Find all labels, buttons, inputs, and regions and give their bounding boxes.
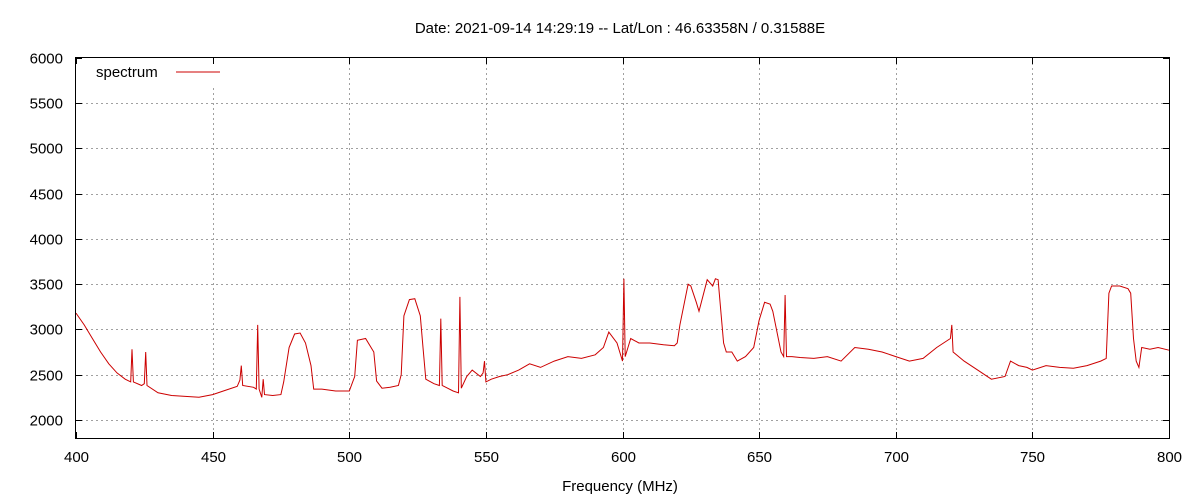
legend-label-spectrum: spectrum xyxy=(96,64,158,81)
grid-lines xyxy=(76,58,1169,438)
x-tick-label: 450 xyxy=(201,449,226,466)
x-tick-label: 750 xyxy=(1020,449,1045,466)
y-tick-label: 4000 xyxy=(30,232,63,249)
x-tick-label: 550 xyxy=(474,449,499,466)
y-tick-label: 4500 xyxy=(30,187,63,204)
x-tick-label: 500 xyxy=(337,449,362,466)
chart-title: Date: 2021-09-14 14:29:19 -- Lat/Lon : 4… xyxy=(415,20,825,37)
y-axis: 2000 2500 3000 3500 4000 4500 5000 5500 6000 xyxy=(30,51,1169,430)
y-tick-label: 3000 xyxy=(30,322,63,339)
series-line-spectrum xyxy=(75,278,1170,398)
x-tick-label: 650 xyxy=(747,449,772,466)
x-tick-label: 400 xyxy=(64,449,89,466)
legend-background xyxy=(77,59,237,87)
x-axis: 400 450 500 550 600 650 700 750 800 xyxy=(64,58,1182,466)
y-tick-label: 2500 xyxy=(30,368,63,385)
legend: spectrum xyxy=(96,64,220,81)
y-tick-label: 6000 xyxy=(30,51,63,68)
y-tick-label: 5500 xyxy=(30,96,63,113)
x-tick-label: 700 xyxy=(884,449,909,466)
y-tick-label: 2000 xyxy=(30,413,63,430)
y-tick-label: 5000 xyxy=(30,141,63,158)
y-tick-label: 3500 xyxy=(30,277,63,294)
x-tick-label: 600 xyxy=(611,449,636,466)
x-axis-label: Frequency (MHz) xyxy=(562,478,678,495)
x-tick-label: 800 xyxy=(1157,449,1182,466)
plot-frame xyxy=(75,57,1170,439)
